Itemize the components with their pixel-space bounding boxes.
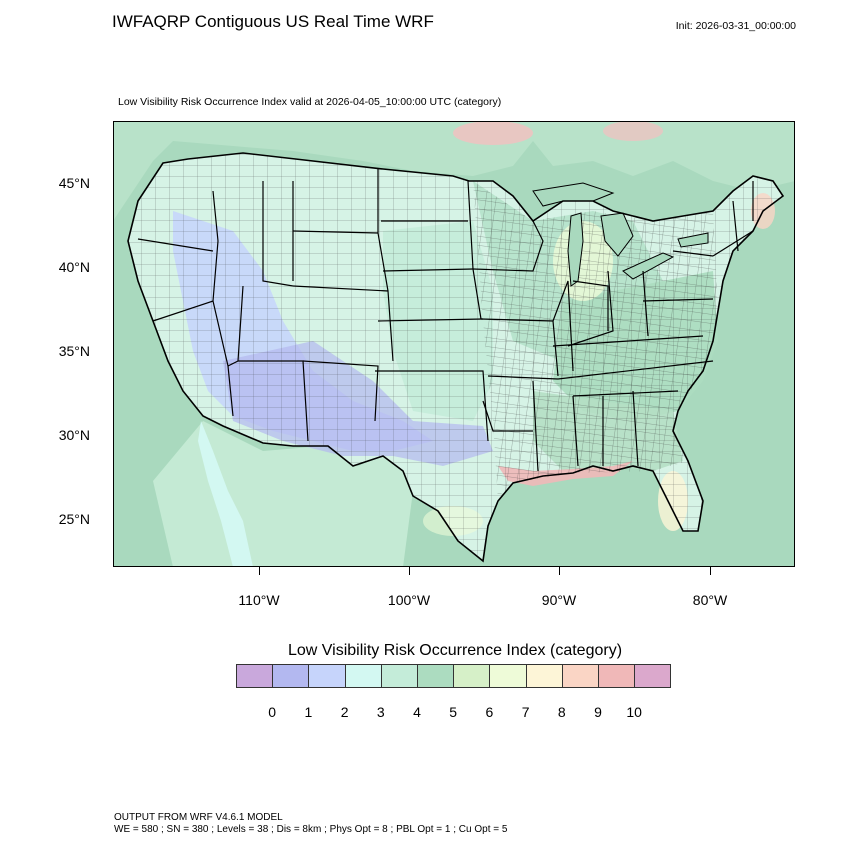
- colorbar-swatch: [598, 664, 636, 688]
- lon-label-110: 110°W: [238, 592, 280, 608]
- lat-label-25: 25°N: [58, 511, 90, 527]
- colorbar-swatch: [380, 664, 418, 688]
- canada-land: [113, 121, 795, 221]
- colorbar-label: 9: [594, 704, 602, 720]
- colorbar-label: 4: [413, 704, 421, 720]
- lon-tick-110: [259, 567, 260, 575]
- colorbar-swatch: [634, 664, 672, 688]
- map-frame: [113, 121, 795, 567]
- lake-erie: [622, 252, 675, 280]
- red-patch-canada: [453, 121, 533, 145]
- lon-label-90: 90°W: [541, 592, 577, 608]
- county-lines-east: [473, 181, 718, 501]
- colorbar-title: Low Visibility Risk Occurrence Index (ca…: [287, 642, 623, 659]
- colorbar-swatch: [308, 664, 346, 688]
- footer-model: OUTPUT FROM WRF V4.6.1 MODEL: [114, 812, 283, 823]
- colorbar-label: 7: [521, 704, 530, 720]
- lat-label-30: 30°N: [58, 427, 90, 443]
- baja-land: [198, 421, 253, 567]
- colorbar-swatch: [453, 664, 491, 688]
- map-plot: [113, 121, 795, 567]
- colorbar-label: 3: [376, 704, 385, 720]
- colorbar-label: 0: [268, 704, 277, 720]
- lon-label-100: 100°W: [387, 592, 431, 608]
- colorbar-label: 5: [449, 704, 458, 720]
- init-time: Init: 2026-03-31_00:00:00: [675, 20, 796, 32]
- map-subtitle: Low Visibility Risk Occurrence Index val…: [118, 96, 502, 108]
- lon-label-80: 80°W: [692, 592, 728, 608]
- colorbar-swatch: [272, 664, 310, 688]
- colorbar-swatch: [561, 664, 599, 688]
- lake-michigan: [567, 212, 584, 287]
- colorbar-label: 2: [340, 704, 349, 720]
- colorbar-swatch: [417, 664, 455, 688]
- colorbar-swatch: [489, 664, 527, 688]
- red-patch-canada2: [603, 121, 663, 141]
- colorbar-swatch: [525, 664, 563, 688]
- colorbar-label: 8: [557, 704, 566, 720]
- lake-huron: [600, 212, 634, 257]
- footer-params: WE = 580 ; SN = 380 ; Levels = 38 ; Dis …: [114, 824, 508, 835]
- colorbar-swatch: [344, 664, 382, 688]
- colorbar-label: 1: [304, 704, 313, 720]
- lat-label-45: 45°N: [58, 175, 90, 191]
- lat-label-35: 35°N: [58, 343, 90, 359]
- lake-ontario: [677, 232, 709, 248]
- lon-tick-80: [710, 567, 711, 575]
- colorbar-label: 6: [485, 704, 494, 720]
- mexico-land: [153, 421, 413, 567]
- colorbar-label: 10: [626, 704, 642, 720]
- state-boundaries: [127, 152, 785, 563]
- lat-label-40: 40°N: [58, 259, 90, 275]
- page-title: IWFAQRP Contiguous US Real Time WRF: [112, 12, 434, 31]
- colorbar-swatch: [236, 664, 274, 688]
- lon-tick-100: [409, 567, 410, 575]
- lon-tick-90: [559, 567, 560, 575]
